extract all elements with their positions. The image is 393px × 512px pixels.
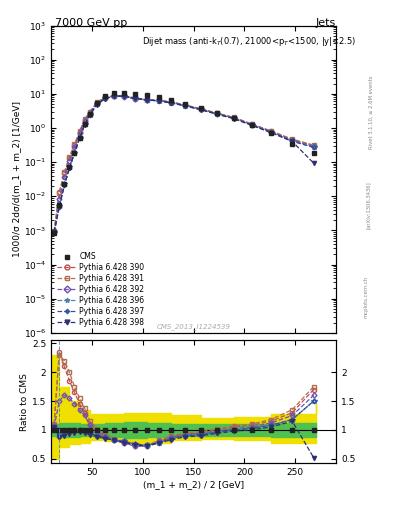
Text: mcplots.cern.ch: mcplots.cern.ch	[364, 276, 369, 318]
Text: [arXiv:1306.3436]: [arXiv:1306.3436]	[366, 181, 371, 229]
Y-axis label: Ratio to CMS: Ratio to CMS	[20, 373, 29, 431]
Y-axis label: 1000/σ 2dσ/d(m_1 + m_2) [1/GeV]: 1000/σ 2dσ/d(m_1 + m_2) [1/GeV]	[12, 101, 21, 257]
Text: Jets: Jets	[316, 18, 336, 28]
X-axis label: (m_1 + m_2) / 2 [GeV]: (m_1 + m_2) / 2 [GeV]	[143, 480, 244, 489]
Legend: CMS, Pythia 6.428 390, Pythia 6.428 391, Pythia 6.428 392, Pythia 6.428 396, Pyt: CMS, Pythia 6.428 390, Pythia 6.428 391,…	[55, 250, 147, 329]
Text: Rivet 3.1.10, ≥ 2.6M events: Rivet 3.1.10, ≥ 2.6M events	[369, 76, 374, 150]
Text: CMS_2013_I1224539: CMS_2013_I1224539	[156, 323, 231, 330]
Text: 7000 GeV pp: 7000 GeV pp	[55, 18, 127, 28]
Text: Dijet mass (anti-k$_T$(0.7), 21000<p$_T$<1500, |y|<2.5): Dijet mass (anti-k$_T$(0.7), 21000<p$_T$…	[142, 35, 356, 48]
